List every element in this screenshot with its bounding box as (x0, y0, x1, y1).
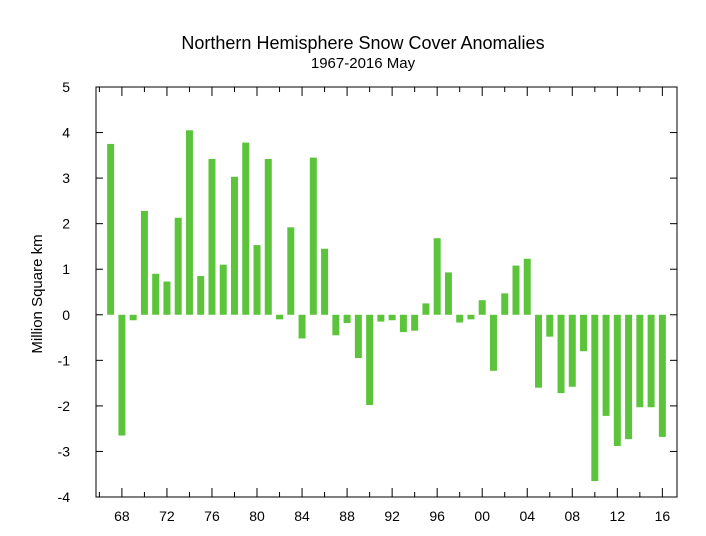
bar-2014 (636, 314, 644, 408)
y-tick-label: 4 (62, 125, 70, 141)
bar-1978 (231, 176, 238, 315)
bar-1969 (129, 314, 137, 321)
bar-1990 (366, 314, 374, 405)
bar-2004 (523, 258, 531, 315)
bar-1973 (174, 217, 182, 315)
y-tick-label: -2 (58, 398, 71, 414)
bar-1980 (253, 245, 261, 315)
x-tick-label: 12 (610, 508, 626, 524)
x-tick-label: 92 (384, 508, 400, 524)
bar-1974 (185, 130, 193, 315)
y-tick-label: 0 (62, 307, 70, 323)
bar-2002 (501, 293, 509, 315)
x-tick-label: 68 (114, 508, 130, 524)
bar-1967 (107, 143, 115, 315)
bar-1995 (422, 303, 430, 315)
x-tick-label: 88 (339, 508, 355, 524)
bar-1970 (140, 210, 148, 315)
x-tick-label: 76 (204, 508, 220, 524)
x-tick-label: 72 (159, 508, 175, 524)
x-tick-label: 04 (519, 508, 535, 524)
bars-group (107, 130, 666, 482)
bar-1987 (332, 314, 340, 336)
bar-1996 (433, 238, 441, 315)
bar-2011 (602, 314, 610, 416)
y-tick-label: 3 (62, 170, 70, 186)
x-tick-label: 16 (655, 508, 671, 524)
x-tick-label: 08 (564, 508, 580, 524)
bar-2012 (613, 314, 621, 446)
bar-2015 (647, 314, 655, 408)
bar-1986 (321, 248, 329, 315)
y-tick-label: 1 (62, 261, 70, 277)
plot-frame (95, 86, 678, 498)
bar-1994 (411, 314, 419, 331)
chart-title: Northern Hemisphere Snow Cover Anomalies (181, 33, 544, 53)
y-tick-label: -4 (58, 489, 71, 505)
bar-2003 (512, 265, 520, 315)
y-axis-label: Million Square km (29, 234, 46, 353)
bar-2000 (478, 300, 486, 315)
bar-2016 (658, 314, 666, 437)
bar-1979 (242, 142, 250, 315)
bar-2007 (557, 314, 565, 394)
bar-2001 (489, 314, 497, 371)
bar-2008 (568, 314, 576, 387)
y-tick-label: -3 (58, 443, 71, 459)
y-tick-label: 5 (62, 79, 70, 95)
bar-1972 (163, 281, 171, 315)
bar-1968 (118, 314, 126, 436)
bar-1999 (467, 314, 475, 320)
bar-1992 (388, 314, 396, 321)
bar-1993 (399, 314, 407, 333)
chart-subtitle: 1967-2016 May (311, 55, 416, 72)
bar-1991 (377, 314, 385, 322)
bar-1975 (197, 276, 205, 315)
x-tick-label: 84 (294, 508, 310, 524)
bar-1997 (444, 272, 452, 315)
bar-1983 (287, 227, 295, 315)
bar-1984 (298, 314, 306, 339)
bar-2009 (580, 314, 588, 352)
bar-1982 (276, 314, 284, 320)
y-tick-label: -1 (58, 352, 71, 368)
bar-2013 (625, 314, 633, 440)
y-tick-label: 2 (62, 216, 70, 232)
bar-1985 (309, 157, 317, 315)
bar-1977 (219, 264, 227, 315)
x-tick-label: 00 (474, 508, 490, 524)
x-tick-label: 80 (249, 508, 265, 524)
bar-1976 (208, 158, 216, 315)
bar-2010 (591, 314, 599, 482)
bar-1981 (264, 158, 272, 315)
x-tick-label: 96 (429, 508, 445, 524)
bar-1971 (152, 273, 160, 315)
bar-1988 (343, 314, 351, 323)
bar-1998 (456, 314, 464, 323)
bar-2005 (535, 314, 542, 388)
bar-2006 (546, 314, 554, 337)
bar-1989 (354, 314, 362, 359)
